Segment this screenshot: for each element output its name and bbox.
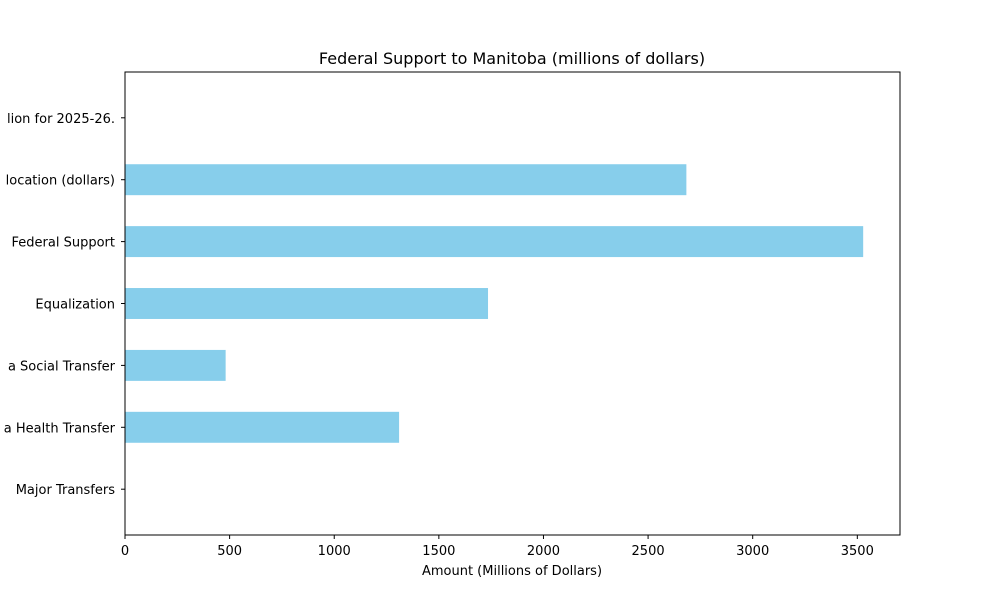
y-tick-label: Major Transfers — [16, 483, 115, 498]
y-tick-label: a Health Transfer — [4, 421, 116, 436]
x-tick-label: 2500 — [632, 544, 665, 559]
x-tick-label: 0 — [121, 544, 129, 559]
x-tick-label: 2000 — [527, 544, 560, 559]
bar — [125, 164, 687, 196]
bar — [125, 349, 226, 381]
x-tick-label: 1000 — [318, 544, 351, 559]
x-tick-label: 3000 — [736, 544, 769, 559]
y-tick-label: Equalization — [35, 298, 115, 313]
y-tick-label: location (dollars) — [6, 174, 115, 189]
y-axis: Major Transfers a Health Transfer a Social… — [4, 112, 125, 498]
x-tick-label: 500 — [217, 544, 242, 559]
y-tick-label: lion for 2025-26. — [7, 112, 115, 127]
x-axis-label: Amount (Millions of Dollars) — [422, 564, 602, 579]
bar — [125, 226, 864, 258]
x-tick-label: 3500 — [841, 544, 874, 559]
x-axis: 0 500 1000 1500 2000 2500 3000 3500 — [121, 535, 874, 559]
chart-title: Federal Support to Manitoba (millions of… — [319, 49, 705, 68]
y-tick-label: a Social Transfer — [8, 359, 116, 374]
x-tick-label: 1500 — [422, 544, 455, 559]
y-tick-label: Federal Support — [12, 236, 115, 251]
bar — [125, 288, 489, 319]
bar — [125, 411, 400, 443]
bars-group — [125, 164, 864, 443]
